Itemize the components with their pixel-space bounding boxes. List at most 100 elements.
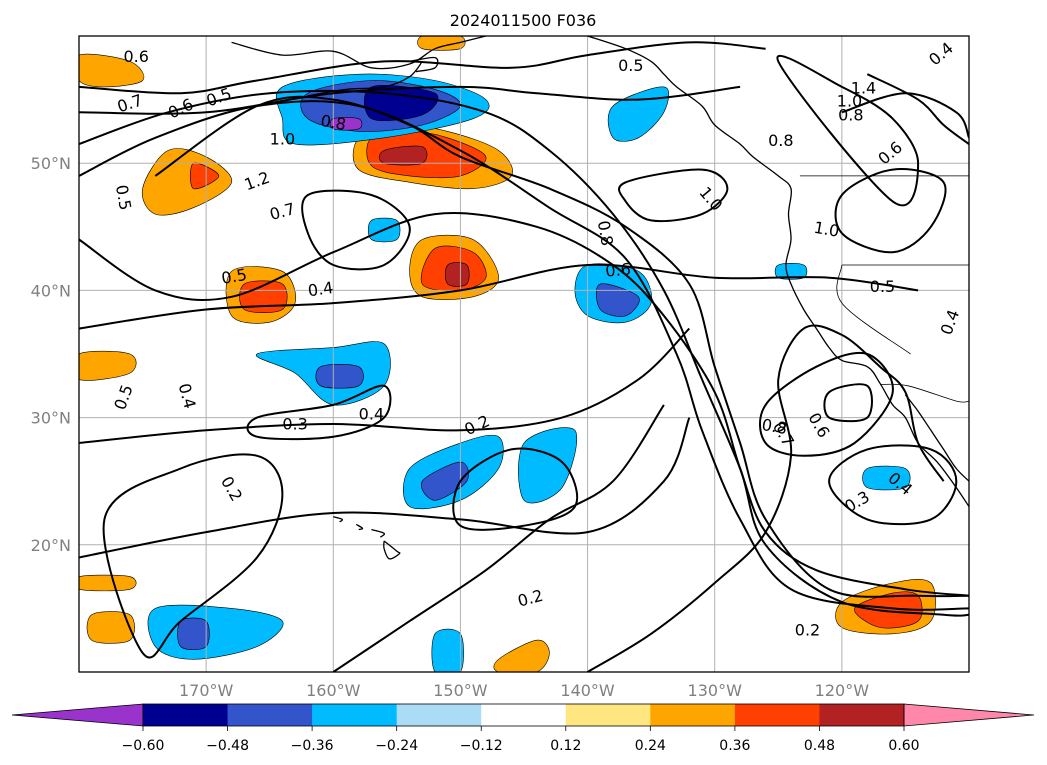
contour-label: 0.8 bbox=[594, 219, 617, 247]
coastline bbox=[904, 394, 969, 482]
contour-label-text: 0.8 bbox=[768, 131, 793, 150]
contour-line bbox=[332, 404, 665, 672]
contour-line bbox=[79, 89, 969, 617]
shaded-region bbox=[854, 591, 923, 629]
contour-label: 0.5 bbox=[870, 277, 895, 296]
contour-label-text: 1.0 bbox=[837, 91, 862, 110]
contour-label-text: 0.4 bbox=[307, 278, 335, 300]
contour-label: 0.8 bbox=[838, 105, 863, 124]
contour-label-text: 0.8 bbox=[838, 105, 863, 124]
contour-line bbox=[618, 168, 729, 223]
contour-label: 0.4 bbox=[307, 278, 335, 300]
contour-label: 0.6 bbox=[605, 259, 632, 280]
shaded-region bbox=[421, 461, 469, 501]
colorbar-tick-label: 0.36 bbox=[719, 738, 750, 754]
contour-label: 0.8 bbox=[768, 131, 793, 150]
coastline bbox=[383, 540, 401, 560]
colorbar-segment bbox=[312, 704, 398, 726]
colorbar-segment bbox=[565, 704, 651, 726]
contour-label: 0.5 bbox=[618, 56, 643, 75]
contour-label: 1.4 bbox=[851, 79, 876, 98]
contour-label-text: 0.5 bbox=[618, 56, 643, 75]
longitude-tick-label: 140°W bbox=[560, 681, 615, 700]
shaded-region bbox=[79, 350, 137, 381]
shaded-region bbox=[445, 262, 470, 287]
colorbar-tick-label: 0.48 bbox=[804, 738, 835, 754]
shaded-region bbox=[862, 465, 911, 491]
colorbar-tick-label: 0.12 bbox=[550, 738, 581, 754]
contour-line bbox=[776, 54, 920, 207]
shaded-region bbox=[329, 117, 363, 131]
colorbar-segment bbox=[819, 704, 905, 726]
political-border bbox=[836, 264, 911, 355]
contour-label-text: 0.8 bbox=[760, 415, 788, 438]
colorbar-tick-label: −0.36 bbox=[291, 738, 334, 754]
contour-line bbox=[823, 383, 874, 423]
contour-line bbox=[841, 92, 969, 139]
contour-label: 0.8 bbox=[760, 415, 788, 438]
shaded-region bbox=[315, 364, 364, 389]
colorbar-segment bbox=[734, 704, 820, 726]
contour-line bbox=[79, 263, 919, 330]
colorbar-segment bbox=[650, 704, 736, 726]
contour-line bbox=[301, 189, 411, 271]
axis-tick-labels: 170°W 160°W 150°W 140°W 130°W 120°W 20°N 30°N 40… bbox=[31, 154, 870, 700]
longitude-tick-label: 170°W bbox=[179, 681, 234, 700]
longitude-tick-label: 120°W bbox=[815, 681, 870, 700]
colorbar-extend-max bbox=[903, 703, 1035, 727]
colorbar-segment bbox=[227, 704, 313, 726]
contour-label: 0.5 bbox=[112, 183, 135, 211]
contour-line bbox=[79, 41, 766, 95]
contour-label-text: 0.3 bbox=[282, 415, 307, 434]
contour-line bbox=[246, 384, 392, 441]
contour-label-text: 0.5 bbox=[220, 265, 248, 288]
contour-label: 0.6 bbox=[123, 47, 148, 66]
contour-label-text: 0.2 bbox=[795, 621, 820, 640]
contour-label: 1.0 bbox=[812, 218, 840, 241]
graticule bbox=[79, 36, 969, 672]
colorbar-tick-label: −0.48 bbox=[206, 738, 249, 754]
contour-line bbox=[79, 417, 691, 559]
shaded-region bbox=[518, 427, 578, 504]
contour-line bbox=[79, 327, 691, 444]
shaded-region bbox=[595, 283, 640, 317]
contour-label-text: 0.4 bbox=[359, 404, 384, 423]
contour-line bbox=[587, 324, 945, 672]
map-title: 2024011500 F036 bbox=[450, 11, 597, 30]
shaded-region bbox=[79, 53, 145, 88]
latitude-tick-label: 50°N bbox=[31, 154, 71, 173]
map-frame bbox=[78, 35, 970, 673]
shaded-fields bbox=[79, 36, 936, 672]
longitude-tick-label: 150°W bbox=[433, 681, 488, 700]
contour-line bbox=[102, 453, 284, 659]
longitude-tick-label: 160°W bbox=[306, 681, 361, 700]
contour-label: 0.8 bbox=[319, 111, 347, 134]
shaded-region bbox=[431, 628, 464, 672]
shaded-region bbox=[177, 617, 210, 651]
contour-lines bbox=[79, 41, 969, 672]
colorbar: −0.60 −0.48 −0.36 −0.24 −0.12 0.12 0.24 0.36 0.4… bbox=[11, 703, 1035, 754]
colorbar-segment bbox=[481, 704, 567, 726]
contour-label: 0.3 bbox=[282, 415, 307, 434]
contour-label-text: 1.4 bbox=[851, 79, 876, 98]
contour-label-text: 0.8 bbox=[319, 111, 347, 134]
coastline bbox=[231, 36, 487, 70]
longitude-tick-label: 130°W bbox=[688, 681, 743, 700]
latitude-tick-label: 20°N bbox=[31, 536, 71, 555]
contour-line bbox=[452, 447, 579, 531]
contour-line bbox=[866, 73, 969, 145]
contour-label: 1.0 bbox=[270, 130, 295, 149]
contour-label-text: 0.8 bbox=[594, 219, 617, 247]
political-border bbox=[879, 383, 969, 403]
contour-label-text: 0.6 bbox=[123, 47, 148, 66]
contour-line bbox=[834, 168, 947, 254]
colorbar-tick-label: −0.60 bbox=[122, 738, 165, 754]
contour-line bbox=[79, 85, 741, 115]
latitude-tick-label: 40°N bbox=[31, 281, 71, 300]
colorbar-tick-label: 0.24 bbox=[635, 738, 666, 754]
contour-label-text: 0.5 bbox=[870, 277, 895, 296]
contour-label-text: 0.6 bbox=[605, 259, 632, 280]
map-background bbox=[79, 36, 969, 672]
contour-label: 1.0 bbox=[837, 91, 862, 110]
